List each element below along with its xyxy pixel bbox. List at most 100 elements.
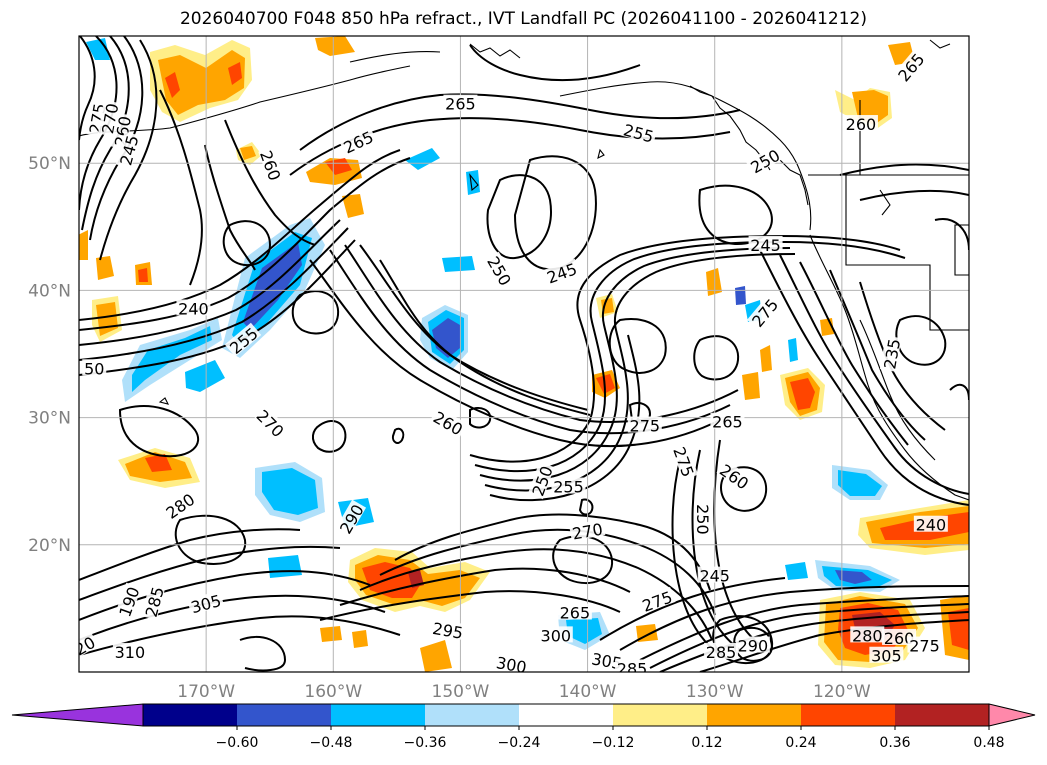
contour-label-text: 260 — [256, 148, 284, 183]
contour-label: 20 — [72, 631, 99, 660]
refractivity-contours — [79, 36, 969, 672]
contour-label-text: 285 — [142, 585, 168, 619]
colorbar-tick-label: −0.36 — [404, 735, 447, 751]
contour-label-text: 285 — [706, 643, 737, 662]
lon-tick-label: 130°W — [686, 682, 744, 702]
contour-label-text: 290 — [738, 637, 769, 656]
contour-label-text: 235 — [880, 337, 904, 370]
contour-label: 275 — [746, 293, 782, 331]
contour-label: 250 — [693, 502, 712, 537]
colorbar-tick-label: 0.12 — [691, 735, 722, 751]
longitude-labels: 170°W 160°W 150°W 140°W 130°W 120°W — [177, 682, 871, 702]
contour-label: 285 — [704, 642, 739, 662]
contour-label: 250 — [745, 144, 783, 177]
colorbar-extend-min — [11, 703, 144, 727]
lat-tick-label: 50°N — [28, 154, 71, 174]
colorbar-segment — [519, 704, 613, 726]
contour-label-text: 275 — [630, 417, 661, 436]
contour-label: 265 — [339, 126, 377, 157]
contour-label: 260 — [716, 459, 754, 494]
contour-label: 280 — [161, 488, 198, 523]
contour-label: 290 — [735, 636, 770, 656]
coastlines — [79, 39, 969, 501]
contour-label-text: 260 — [846, 115, 877, 134]
contour-label: 190 — [114, 582, 144, 621]
contour-label-text: 275 — [909, 637, 940, 656]
contour-label-text: 190 — [115, 584, 143, 619]
colorbar-outline — [142, 703, 990, 727]
contour-label: 260 — [430, 406, 468, 439]
contour-label-text: 265 — [560, 603, 591, 622]
colorbar-tick-label: −0.60 — [216, 735, 259, 751]
contour-label: 305 — [869, 646, 904, 666]
colorbar-extend-max — [988, 703, 1036, 727]
contour-label-text: 305 — [189, 591, 223, 617]
contour-label: 275 — [669, 442, 699, 481]
contour-label: 270 — [253, 404, 289, 441]
colorbar-segment — [143, 704, 237, 726]
contour-label-text: 50 — [84, 359, 104, 378]
contour-label-text: 260 — [884, 629, 915, 648]
map-title: 2026040700 F048 850 hPa refract., IVT La… — [179, 9, 867, 29]
contour-label-text: 300 — [495, 653, 528, 677]
contour-label: 285 — [141, 583, 168, 621]
contour-label: 245 — [748, 235, 783, 255]
colorbar-segment — [707, 704, 801, 726]
colorbar-tick-label: −0.12 — [592, 735, 635, 751]
colorbar-tick-label: 0.36 — [879, 735, 910, 751]
colorbar-segment — [613, 704, 707, 726]
colorbar-segment — [331, 704, 425, 726]
contour-label-text: 275 — [748, 295, 782, 331]
lat-tick-label: 40°N — [28, 281, 71, 301]
colorbar-segment — [801, 704, 895, 726]
contour-label: 265 — [443, 94, 478, 114]
colorbar-tick-label: −0.48 — [310, 735, 353, 751]
colorbar-segment — [425, 704, 519, 726]
contour-label: 270 — [569, 519, 606, 544]
contour-label: 235 — [879, 335, 904, 372]
contour-label: 275 — [627, 416, 662, 436]
shaded-anomalies — [79, 36, 969, 672]
shade-blob-top — [315, 36, 355, 56]
colorbar-tick-labels: −0.60 −0.48 −0.36 −0.24 −0.12 0.12 0.24 0.36 0.4… — [216, 726, 1005, 751]
contour-label-text: 20 — [72, 633, 99, 660]
contour-label-text: 255 — [621, 120, 655, 146]
lon-tick-label: 170°W — [177, 682, 235, 702]
colorbar-tick-label: 0.48 — [973, 735, 1004, 751]
colorbar-segment — [237, 704, 331, 726]
latitude-labels: 50°N 40°N 30°N 20°N — [28, 154, 71, 556]
lon-tick-label: 160°W — [304, 682, 362, 702]
contour-label-text: 265 — [445, 95, 476, 114]
contour-label: 265 — [557, 603, 592, 622]
colorbar-segment — [895, 704, 989, 726]
contour-label-text: 300 — [541, 626, 572, 645]
lat-tick-label: 30°N — [28, 409, 71, 429]
contour-label-text: 280 — [852, 626, 883, 645]
contour-label-text: 305 — [871, 647, 902, 666]
contour-label: 295 — [429, 618, 467, 643]
contour-label: 300 — [493, 652, 530, 677]
colorbar-tick-label: −0.24 — [498, 735, 541, 751]
shade-blob-nw — [150, 40, 252, 122]
contour-label-text: 240 — [178, 299, 209, 318]
contour-label: 260 — [843, 115, 878, 134]
contour-label: 240 — [176, 299, 211, 318]
gridlines — [79, 36, 969, 672]
contour-label: 50 — [82, 359, 107, 378]
contour-label-text: 245 — [544, 259, 579, 287]
colorbar-tick-label: 0.24 — [785, 735, 816, 751]
contour-label: 240 — [913, 515, 948, 535]
lon-tick-label: 140°W — [559, 682, 617, 702]
contour-label: 285 — [615, 659, 650, 672]
contour-label-text: 295 — [431, 619, 464, 643]
contour-label-text: 255 — [553, 478, 584, 497]
contour-label: 255 — [620, 119, 658, 147]
contour-label-text: 240 — [916, 516, 947, 535]
contour-label: 275 — [907, 636, 942, 656]
lat-tick-label: 20°N — [28, 536, 71, 556]
lon-tick-label: 120°W — [813, 682, 871, 702]
colorbar — [11, 703, 1036, 727]
contour-label-text: 245 — [750, 236, 781, 255]
